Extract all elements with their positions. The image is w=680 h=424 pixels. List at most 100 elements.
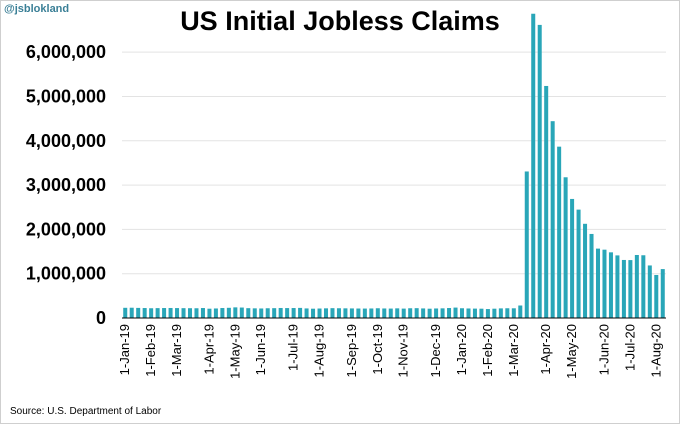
x-tick-label: 1-Jul-20 bbox=[622, 324, 637, 371]
x-tick-label: 1-May-20 bbox=[564, 324, 579, 379]
bar bbox=[583, 223, 588, 318]
x-axis-ticks: 1-Jan-19 1-Feb-19 1-Mar-19 1-Apr-19 1-May-19… bbox=[117, 324, 663, 379]
bar bbox=[647, 265, 652, 318]
y-tick-label: 1,000,000 bbox=[26, 264, 106, 284]
x-tick-label: 1-Aug-19 bbox=[312, 324, 327, 377]
bar bbox=[285, 308, 290, 318]
bar bbox=[447, 308, 452, 318]
bar bbox=[252, 308, 257, 318]
bar bbox=[388, 308, 393, 318]
bar bbox=[453, 307, 458, 318]
y-tick-label: 6,000,000 bbox=[26, 42, 106, 62]
bar bbox=[518, 305, 523, 318]
bar bbox=[634, 254, 639, 318]
x-tick-label: 1-Jan-20 bbox=[454, 324, 469, 375]
bar bbox=[226, 307, 231, 318]
watermark: @jsblokland bbox=[4, 3, 70, 15]
x-tick-label: 1-Mar-19 bbox=[169, 324, 184, 377]
bar bbox=[298, 307, 303, 318]
bar bbox=[136, 307, 141, 318]
bar bbox=[511, 308, 516, 318]
x-tick-label: 1-Oct-19 bbox=[370, 324, 385, 375]
bar bbox=[382, 308, 387, 318]
bar bbox=[615, 255, 620, 318]
y-axis-ticks: 0 1,000,000 2,000,000 3,000,000 4,000,000 5,0… bbox=[26, 42, 106, 328]
bar bbox=[265, 308, 270, 318]
bar bbox=[544, 85, 549, 318]
x-tick-label: 1-Feb-19 bbox=[143, 324, 158, 377]
bar bbox=[395, 308, 400, 318]
bar bbox=[459, 308, 465, 318]
bar bbox=[323, 308, 329, 318]
bar bbox=[563, 177, 568, 318]
bar bbox=[168, 307, 173, 318]
x-tick-label: 1-Dec-19 bbox=[428, 324, 443, 377]
bar bbox=[311, 308, 316, 318]
x-tick-label: 1-Feb-20 bbox=[480, 324, 495, 377]
bar bbox=[259, 308, 264, 318]
bar bbox=[524, 171, 529, 318]
gridlines bbox=[122, 51, 666, 275]
y-tick-label: 4,000,000 bbox=[26, 131, 106, 151]
x-tick-label: 1-May-19 bbox=[227, 324, 242, 379]
bar bbox=[628, 260, 633, 318]
x-tick-label: 1-Apr-20 bbox=[538, 324, 553, 375]
bar bbox=[155, 308, 160, 318]
bar bbox=[123, 307, 128, 318]
x-tick-label: 1-Jun-19 bbox=[253, 324, 268, 375]
bar bbox=[608, 252, 613, 318]
bar bbox=[505, 308, 510, 318]
bar bbox=[291, 308, 296, 318]
bar bbox=[485, 309, 490, 318]
source-note: Source: U.S. Department of Labor bbox=[10, 406, 162, 417]
bar bbox=[233, 307, 238, 318]
bar bbox=[537, 24, 542, 319]
bar bbox=[246, 308, 251, 318]
bar bbox=[414, 308, 419, 318]
bar bbox=[531, 13, 536, 319]
bar bbox=[401, 308, 406, 318]
bar bbox=[641, 255, 646, 318]
bar bbox=[550, 121, 555, 318]
bar bbox=[421, 308, 426, 318]
y-tick-label: 5,000,000 bbox=[26, 86, 106, 106]
bar bbox=[498, 308, 503, 318]
bar bbox=[317, 308, 322, 318]
bar bbox=[220, 308, 225, 318]
bar bbox=[375, 308, 380, 318]
bar bbox=[557, 146, 562, 318]
bar bbox=[570, 198, 575, 318]
bar bbox=[175, 308, 180, 318]
bar bbox=[330, 308, 335, 318]
x-tick-label: 1-Jan-19 bbox=[117, 324, 132, 375]
bar bbox=[492, 308, 497, 318]
x-tick-label: 1-Sep-19 bbox=[344, 324, 359, 377]
bar bbox=[427, 308, 432, 318]
bar bbox=[162, 308, 167, 318]
bar bbox=[472, 308, 477, 318]
bar bbox=[595, 248, 601, 318]
x-tick-label: 1-Aug-20 bbox=[648, 324, 663, 377]
bar bbox=[200, 308, 205, 318]
bar bbox=[194, 308, 199, 318]
bar bbox=[660, 269, 665, 318]
chart-title: US Initial Jobless Claims bbox=[180, 6, 500, 36]
bar bbox=[142, 308, 147, 318]
bar bbox=[440, 308, 445, 318]
bar bbox=[408, 308, 413, 318]
bar bbox=[239, 307, 244, 318]
bar bbox=[278, 307, 283, 318]
x-tick-label: 1-Jul-19 bbox=[286, 324, 301, 371]
bar bbox=[343, 308, 348, 318]
bar bbox=[621, 259, 626, 318]
bar bbox=[207, 308, 212, 318]
bar bbox=[362, 308, 367, 318]
y-tick-label: 3,000,000 bbox=[26, 175, 106, 195]
y-tick-label: 2,000,000 bbox=[26, 219, 106, 239]
bar bbox=[369, 308, 374, 318]
bar bbox=[602, 249, 607, 318]
bar bbox=[129, 307, 134, 318]
bar bbox=[349, 308, 354, 318]
y-tick-label: 0 bbox=[96, 308, 106, 328]
